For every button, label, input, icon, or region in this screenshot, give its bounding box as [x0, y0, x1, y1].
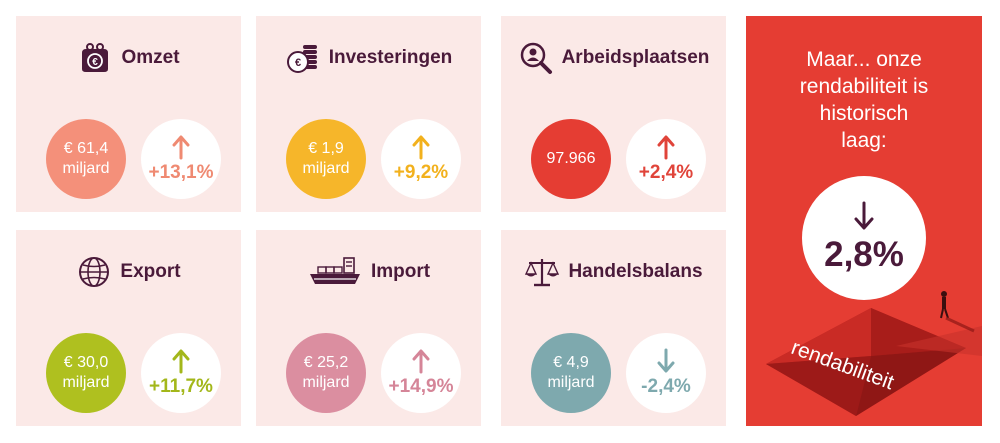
change-circle: +9,2% [381, 119, 461, 199]
change-circle: +2,4% [626, 119, 706, 199]
card-header: € Investeringen [256, 38, 481, 78]
profitability-statement: Maar... onze rendabiliteit is historisch… [746, 46, 982, 154]
arrow-down-icon [854, 201, 874, 230]
value-circle: € 61,4 miljard [46, 119, 126, 199]
change-value: +11,7% [149, 376, 213, 397]
value-unit: miljard [62, 374, 110, 391]
value-circle: € 1,9 miljard [286, 119, 366, 199]
svg-text:€: € [93, 57, 99, 68]
card-omzet: € Omzet € 61,4 miljard +13,1% [16, 16, 241, 212]
value-unit: miljard [302, 160, 350, 177]
value-circle: € 30,0 miljard [46, 333, 126, 413]
value-circle: € 25,2 miljard [286, 333, 366, 413]
value-unit: miljard [62, 160, 110, 177]
card-export: Export € 30,0 miljard +11,7% [16, 230, 241, 426]
arrow-up-icon [412, 135, 430, 160]
card-title: Export [120, 261, 181, 282]
statement-line: rendabiliteit is [799, 75, 929, 98]
change-value: +2,4% [638, 162, 694, 183]
change-circle: +13,1% [141, 119, 221, 199]
card-title: Investeringen [328, 47, 453, 68]
value-amount: € 61,4 [63, 140, 109, 157]
arrow-up-icon [412, 349, 430, 374]
profitability-panel: Maar... onze rendabiliteit is historisch… [746, 16, 982, 426]
wallet-euro-icon: € [77, 40, 113, 76]
magnifier-person-icon [518, 40, 554, 76]
card-handelsbalans: Handelsbalans € 4,9 miljard -2,4% [501, 230, 726, 426]
globe-icon [76, 254, 112, 290]
change-value: +13,1% [148, 162, 214, 183]
card-arbeidsplaatsen: Arbeidsplaatsen 97.966 +2,4% [501, 16, 726, 212]
svg-text:€: € [295, 57, 301, 69]
statement-line: Maar... onze [806, 48, 922, 71]
change-circle: +11,7% [141, 333, 221, 413]
value-amount: 97.966 [546, 150, 596, 167]
pyramid-illustration [766, 291, 982, 416]
arrow-up-icon [172, 349, 190, 374]
card-header: Handelsbalans [501, 252, 726, 292]
arrow-up-icon [657, 135, 675, 160]
coins-euro-icon: € [285, 40, 321, 76]
value-unit: miljard [302, 374, 350, 391]
change-circle: +14,9% [381, 333, 461, 413]
cargo-ship-icon [307, 254, 363, 290]
statement-line: laag: [841, 129, 887, 152]
change-value: +14,9% [388, 376, 454, 397]
value-amount: € 1,9 [308, 140, 344, 157]
card-header: € Omzet [16, 38, 241, 78]
value-amount: € 30,0 [63, 354, 109, 371]
card-title: Handelsbalans [568, 261, 703, 282]
value-amount: € 4,9 [553, 354, 589, 371]
change-value: -2,4% [641, 376, 691, 397]
scales-icon [524, 254, 560, 290]
card-header: Import [256, 252, 481, 292]
change-value: +9,2% [393, 162, 449, 183]
person-silhouette [940, 291, 975, 333]
card-header: Arbeidsplaatsen [501, 38, 726, 78]
card-import: Import € 25,2 miljard +14,9% [256, 230, 481, 426]
arrow-up-icon [172, 135, 190, 160]
card-title: Arbeidsplaatsen [561, 47, 710, 68]
value-unit: miljard [547, 374, 595, 391]
profitability-circle: 2,8% [802, 176, 926, 300]
profitability-value: 2,8% [824, 235, 904, 274]
value-circle: 97.966 [531, 119, 611, 199]
card-header: Export [16, 252, 241, 292]
card-title: Import [370, 261, 431, 282]
statement-line: historisch [819, 102, 909, 125]
arrow-down-icon [657, 348, 675, 373]
change-circle: -2,4% [626, 333, 706, 413]
value-circle: € 4,9 miljard [531, 333, 611, 413]
value-amount: € 25,2 [303, 354, 349, 371]
card-title: Omzet [121, 47, 180, 68]
card-investeringen: € Investeringen € 1,9 miljard +9,2% [256, 16, 481, 212]
